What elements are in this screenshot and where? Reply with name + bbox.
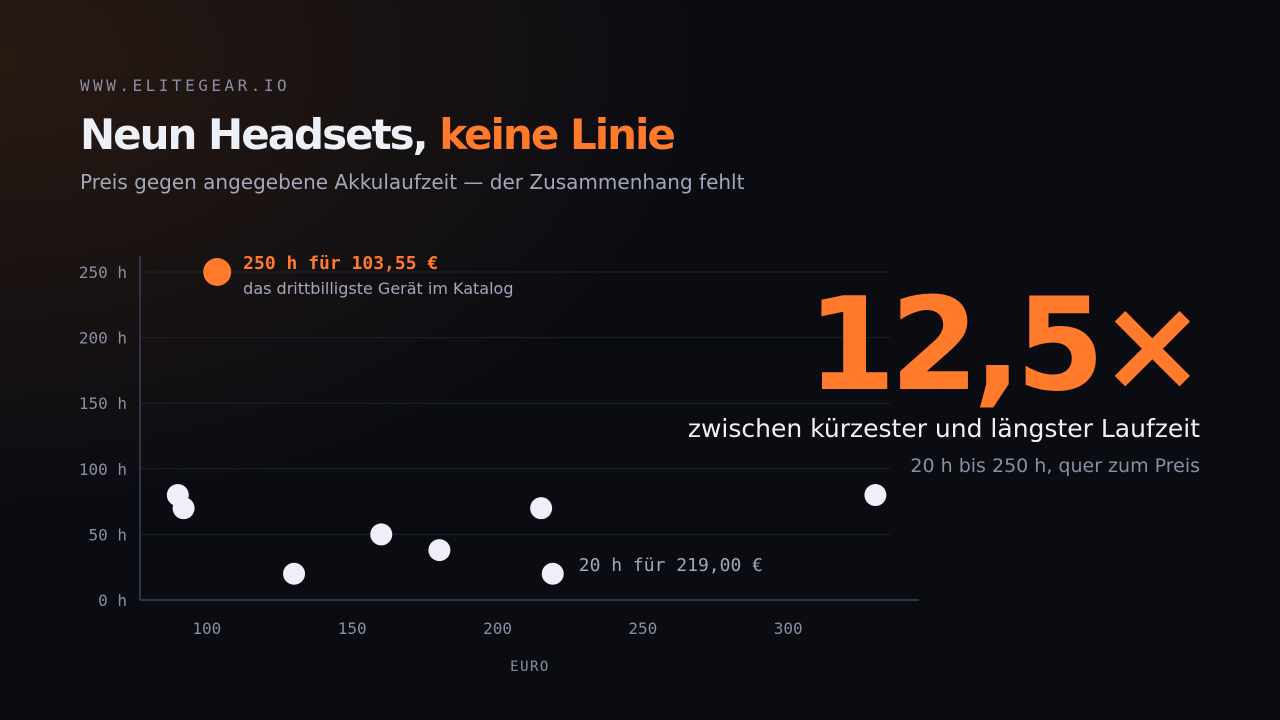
data-point <box>530 497 553 520</box>
y-tick-label: 50 h <box>88 525 127 544</box>
site-url: WWW.ELITEGEAR.IO <box>80 76 291 95</box>
data-point <box>428 539 451 562</box>
data-point <box>172 497 195 520</box>
title-main: Neun Headsets, <box>80 110 440 159</box>
x-axis-label: EURO <box>510 659 550 675</box>
highlight-point <box>203 258 232 286</box>
annotation-sublabel: das drittbilligste Gerät im Katalog <box>243 279 513 298</box>
title-accent: keine Linie <box>439 110 676 159</box>
stat-value: 12,5× <box>806 271 1206 420</box>
y-tick-label: 0 h <box>98 591 127 610</box>
stat-label: zwischen kürzester und längster Laufzeit <box>687 414 1200 443</box>
x-tick-label: 100 <box>192 619 221 638</box>
x-tick-label: 250 <box>628 619 657 638</box>
y-tick-label: 200 h <box>79 329 127 348</box>
stat-note: 20 h bis 250 h, quer zum Preis <box>910 455 1200 477</box>
data-point <box>370 523 393 546</box>
x-tick-label: 200 <box>483 619 512 638</box>
page-title: Neun Headsets, keine Linie <box>80 110 676 159</box>
annotation-label: 20 h für 219,00 € <box>579 555 763 576</box>
data-point <box>864 484 887 507</box>
data-point <box>283 562 306 585</box>
page-subtitle: Preis gegen angegebene Akkulaufzeit — de… <box>80 170 745 194</box>
y-tick-label: 150 h <box>79 394 127 413</box>
x-tick-label: 150 <box>338 619 367 638</box>
y-tick-label: 100 h <box>79 460 127 479</box>
stat-callout: 12,5× zwischen kürzester und längster La… <box>640 271 1206 478</box>
data-point <box>541 562 564 585</box>
annotation-label: 250 h für 103,55 € <box>243 253 438 274</box>
x-tick-label: 300 <box>774 619 803 638</box>
y-tick-label: 250 h <box>79 263 127 282</box>
